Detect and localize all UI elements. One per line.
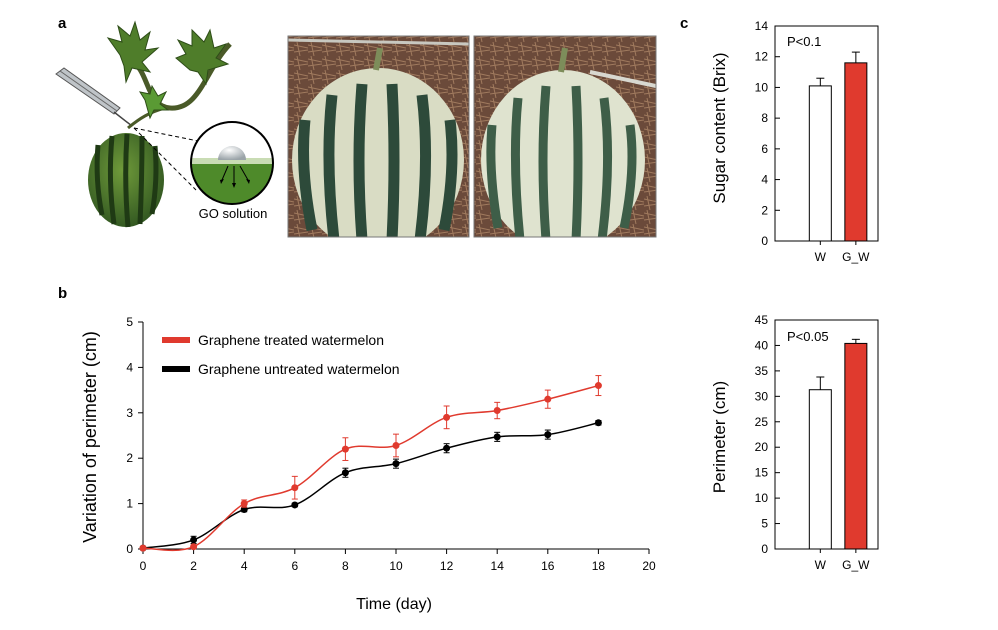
data-point	[493, 433, 501, 441]
y-tick-label: 10	[755, 491, 769, 505]
y-tick-label: 4	[761, 173, 768, 187]
x-tick-label: 14	[491, 559, 505, 573]
injection-illustration: GO solution	[55, 20, 274, 228]
data-point	[392, 441, 400, 449]
y-tick-label: 25	[755, 415, 769, 429]
y-tick-label: 0	[761, 234, 768, 248]
x-axis-title: Time (day)	[356, 596, 432, 613]
data-point	[443, 444, 451, 452]
bar-g-w	[844, 62, 868, 242]
data-point	[544, 431, 552, 439]
data-point	[392, 460, 400, 468]
p-value-annotation: P<0.05	[787, 329, 829, 344]
legend: Graphene treated watermelon Graphene unt…	[162, 332, 400, 377]
y-axis-title: Perimeter (cm)	[710, 381, 729, 493]
bar-g-w	[844, 342, 868, 550]
p-value-annotation: P<0.1	[787, 34, 821, 49]
leaf-icon	[106, 20, 160, 84]
y-axis-title: Sugar content (Brix)	[710, 52, 729, 203]
watermelon-icon	[88, 133, 164, 228]
y-tick-label: 5	[761, 517, 768, 531]
x-tick-label: 18	[592, 559, 606, 573]
legend-label-treated: Graphene treated watermelon	[198, 332, 384, 348]
data-point	[493, 407, 501, 415]
x-tick-label: 0	[140, 559, 147, 573]
y-tick-label: 0	[761, 542, 768, 556]
data-point	[139, 544, 147, 552]
y-tick-label: 5	[126, 315, 133, 329]
data-point	[190, 543, 198, 551]
y-tick-label: 8	[761, 111, 768, 125]
watermelon-photo-treated	[473, 35, 657, 238]
y-tick-label: 14	[755, 19, 769, 33]
data-point	[544, 395, 552, 403]
y-tick-label: 20	[755, 440, 769, 454]
y-tick-label: 3	[126, 406, 133, 420]
data-point	[291, 501, 299, 509]
y-tick-label: 45	[755, 313, 769, 327]
x-tick-label: 10	[389, 559, 403, 573]
y-tick-label: 12	[755, 50, 769, 64]
data-point	[341, 469, 349, 477]
x-tick-label: W	[815, 250, 827, 264]
go-droplet-zoom	[190, 121, 274, 205]
y-tick-label: 30	[755, 389, 769, 403]
y-tick-label: 2	[761, 203, 768, 217]
syringe-icon	[55, 67, 133, 127]
data-point	[443, 413, 451, 421]
x-tick-label: 12	[440, 559, 454, 573]
x-tick-label: 8	[342, 559, 349, 573]
x-tick-label: 16	[541, 559, 555, 573]
panel-letter-c: c	[680, 15, 688, 32]
x-tick-label: 6	[291, 559, 298, 573]
data-point	[240, 500, 248, 508]
bar-w	[808, 389, 832, 550]
leaf-icon	[138, 84, 170, 120]
x-tick-label: G_W	[842, 250, 870, 264]
data-point	[190, 536, 198, 544]
y-tick-label: 2	[126, 451, 133, 465]
data-point	[240, 506, 248, 514]
data-point	[594, 382, 602, 390]
perimeter-bar-chart: 0 5 10 15 20 25 30 35 40 45 W G_W P<0.05 Perimeter…	[710, 313, 879, 572]
y-tick-label: 6	[761, 142, 768, 156]
x-tick-label: G_W	[842, 558, 870, 572]
series-line-graphene-treated-watermelon	[142, 384, 599, 552]
watermelon-photo-untreated	[287, 35, 470, 238]
x-tick-label: 2	[190, 559, 197, 573]
y-tick-label: 0	[126, 542, 133, 556]
data-point	[291, 484, 299, 492]
data-point	[594, 419, 602, 427]
x-tick-label: 20	[642, 559, 656, 573]
sugar-content-chart: 0 2 4 6 8 10 12 14 W G_W P<0.1 Sugar content (Br…	[710, 19, 879, 264]
y-tick-label: 35	[755, 364, 769, 378]
series-line-graphene-untreated-watermelon	[142, 422, 599, 549]
panel-letter-b: b	[58, 285, 67, 302]
y-axis-title: Variation of perimeter (cm)	[80, 331, 100, 543]
x-tick-label: 4	[241, 559, 248, 573]
y-tick-label: 1	[126, 497, 133, 511]
data-point	[341, 445, 349, 453]
y-tick-label: 15	[755, 466, 769, 480]
bar-w	[808, 85, 832, 242]
x-tick-label: W	[815, 558, 827, 572]
panel-letter-a: a	[58, 15, 67, 32]
leaf-icon	[175, 28, 230, 86]
go-solution-label: GO solution	[199, 206, 268, 221]
legend-label-untreated: Graphene untreated watermelon	[198, 361, 400, 377]
y-tick-label: 10	[755, 80, 769, 94]
y-tick-label: 4	[126, 360, 133, 374]
y-tick-label: 40	[755, 338, 769, 352]
